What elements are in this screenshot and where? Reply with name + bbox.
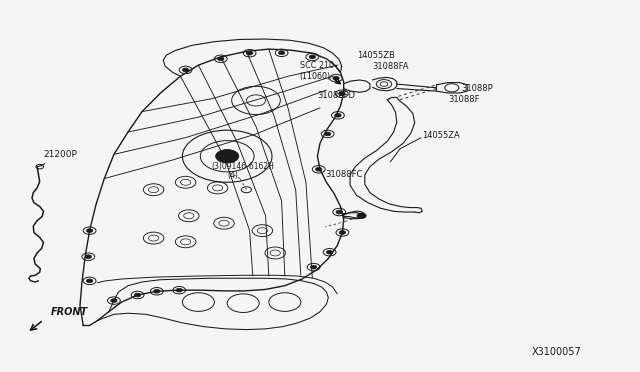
- Circle shape: [326, 250, 333, 254]
- Text: 31088FD: 31088FD: [317, 92, 355, 100]
- Circle shape: [336, 210, 342, 214]
- Text: 31088FC: 31088FC: [325, 170, 362, 179]
- Text: SCC 210: SCC 210: [300, 61, 333, 70]
- Circle shape: [309, 55, 316, 59]
- Circle shape: [85, 255, 92, 259]
- Circle shape: [310, 265, 317, 269]
- Text: (4): (4): [227, 171, 238, 180]
- Circle shape: [278, 51, 285, 55]
- Circle shape: [218, 57, 224, 61]
- Circle shape: [111, 299, 117, 302]
- Text: 14055ZA: 14055ZA: [422, 131, 460, 140]
- Circle shape: [86, 279, 93, 283]
- Circle shape: [333, 76, 339, 80]
- Text: X3100057: X3100057: [532, 347, 582, 356]
- Circle shape: [246, 51, 253, 55]
- Circle shape: [176, 288, 182, 292]
- Circle shape: [339, 231, 346, 234]
- Circle shape: [182, 68, 189, 72]
- Text: 31088P: 31088P: [461, 84, 493, 93]
- Text: 14055ZB: 14055ZB: [357, 51, 395, 60]
- Circle shape: [134, 293, 141, 297]
- Circle shape: [316, 167, 322, 171]
- Text: (3)09146-6162H: (3)09146-6162H: [211, 162, 274, 171]
- Text: 31088F: 31088F: [448, 95, 479, 104]
- Text: 31088FA: 31088FA: [372, 62, 409, 71]
- Circle shape: [324, 132, 331, 136]
- Text: FRONT: FRONT: [51, 307, 88, 317]
- Circle shape: [357, 213, 366, 218]
- Circle shape: [335, 113, 341, 117]
- Circle shape: [86, 229, 93, 232]
- Circle shape: [339, 92, 345, 96]
- Text: (11060): (11060): [300, 72, 331, 81]
- Circle shape: [216, 150, 239, 163]
- Text: 21200P: 21200P: [44, 150, 77, 159]
- Circle shape: [154, 289, 160, 293]
